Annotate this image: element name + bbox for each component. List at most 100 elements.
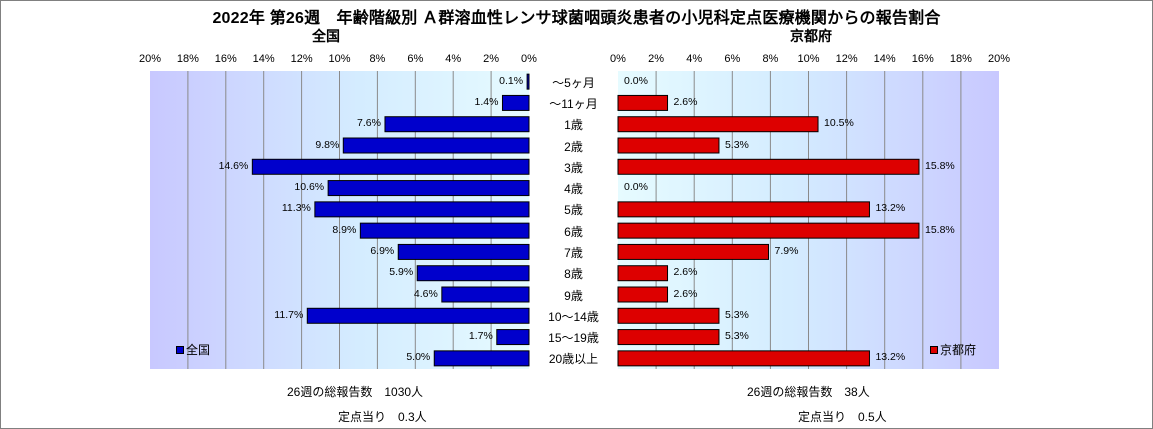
kyoto-tick-label: 18% <box>949 53 972 65</box>
category-label: 2歳 <box>564 139 583 154</box>
national-value-label: 8.9% <box>332 223 357 236</box>
national-value-label: 5.9% <box>389 266 414 279</box>
kyoto-value-label: 5.3% <box>724 330 749 343</box>
national-bar <box>433 350 530 367</box>
national-tick-label: 14% <box>252 53 275 65</box>
category-label: 6歳 <box>564 224 583 239</box>
kyoto-tick-label: 2% <box>648 53 665 65</box>
category-label: 15～19歳 <box>548 331 599 346</box>
national-bar <box>441 286 530 303</box>
kyoto-bar <box>617 329 720 346</box>
kyoto-bar <box>617 201 870 218</box>
kyoto-legend: 京都府 <box>930 341 976 358</box>
kyoto-tick-label: 8% <box>762 53 779 65</box>
kyoto-bar <box>617 94 669 111</box>
kyoto-tick-label: 4% <box>686 53 703 65</box>
kyoto-value-label: 15.8% <box>924 159 955 172</box>
national-legend-label: 全国 <box>186 343 211 357</box>
kyoto-value-label: 2.6% <box>673 95 698 108</box>
national-value-label: 1.4% <box>474 95 499 108</box>
national-total-reports: 26週の総報告数 1030人 <box>287 385 424 399</box>
kyoto-legend-label: 京都府 <box>940 343 977 357</box>
national-tick-label: 18% <box>176 53 199 65</box>
kyoto-bar <box>617 243 769 260</box>
national-bar <box>306 307 530 324</box>
national-value-label: 6.9% <box>370 244 395 257</box>
kyoto-bar <box>617 116 819 133</box>
chart-title: 2022年 第26週 年齢階級別 Ａ群溶血性レンサ球菌咽頭炎患者の小児科定点医療… <box>212 10 941 27</box>
kyoto-tick-label: 10% <box>797 53 820 65</box>
category-label: 3歳 <box>564 160 583 175</box>
kyoto-per-site: 定点当り 0.5人 <box>798 410 887 424</box>
category-label: ～5ヶ月 <box>552 75 595 90</box>
national-value-label: 14.6% <box>218 159 249 172</box>
national-tick-label: 20% <box>138 53 162 65</box>
kyoto-bar <box>617 265 669 282</box>
kyoto-bar <box>617 137 720 154</box>
kyoto-bar <box>617 350 870 367</box>
category-label: 9歳 <box>564 288 583 303</box>
kyoto-value-label: 2.6% <box>673 287 698 300</box>
national-bar <box>327 180 530 197</box>
kyoto-value-label: 7.9% <box>774 244 799 257</box>
national-value-label: 1.7% <box>468 330 493 343</box>
kyoto-value-label: 10.5% <box>824 117 854 130</box>
kyoto-panel-title: 京都府 <box>790 28 832 44</box>
kyoto-tick-label: 6% <box>724 53 741 65</box>
national-bar <box>416 265 530 282</box>
national-tick-label: 4% <box>445 53 462 65</box>
kyoto-legend-swatch <box>930 345 938 354</box>
national-per-site: 定点当り 0.3人 <box>338 410 427 424</box>
national-bar <box>501 94 530 111</box>
national-value-label: 9.8% <box>315 138 340 151</box>
national-bar <box>526 73 530 90</box>
national-tick-label: 2% <box>483 53 500 65</box>
kyoto-value-label: 13.2% <box>875 202 906 215</box>
national-panel-title: 全国 <box>312 28 340 44</box>
national-tick-label: 0% <box>521 53 537 65</box>
category-label: 1歳 <box>564 118 583 133</box>
kyoto-tick-label: 14% <box>873 53 896 65</box>
kyoto-bar <box>617 158 920 175</box>
national-value-label: 10.6% <box>294 181 325 194</box>
national-value-label: 0.1% <box>499 74 524 87</box>
national-tick-label: 12% <box>290 53 313 65</box>
national-legend: 全国 <box>176 341 210 358</box>
kyoto-bar <box>617 286 669 303</box>
category-label: 20歳以上 <box>548 352 599 367</box>
category-label: ～11ヶ月 <box>549 96 598 111</box>
kyoto-bar <box>617 307 720 324</box>
category-label: 5歳 <box>564 203 583 218</box>
national-value-label: 5.0% <box>406 351 431 364</box>
national-value-label: 11.3% <box>281 202 311 215</box>
kyoto-tick-label: 20% <box>987 53 1011 65</box>
kyoto-value-label: 5.3% <box>724 308 749 321</box>
kyoto-value-label: 5.3% <box>724 138 749 151</box>
kyoto-value-label: 0.0% <box>624 74 648 87</box>
national-tick-label: 10% <box>328 53 351 65</box>
category-label: 7歳 <box>564 245 583 260</box>
kyoto-bar <box>617 222 920 239</box>
national-value-label: 11.7% <box>274 308 304 321</box>
kyoto-total-reports: 26週の総報告数 38人 <box>747 385 870 399</box>
national-tick-label: 6% <box>407 53 424 65</box>
kyoto-tick-label: 16% <box>911 53 934 65</box>
national-tick-label: 8% <box>369 53 386 65</box>
category-label: 8歳 <box>564 267 583 282</box>
kyoto-value-label: 0.0% <box>624 181 648 194</box>
national-bar <box>342 137 530 154</box>
national-bar <box>496 329 530 346</box>
category-label: 10～14歳 <box>548 309 599 324</box>
kyoto-tick-label: 12% <box>835 53 858 65</box>
national-bar <box>359 222 530 239</box>
national-bar <box>397 243 530 260</box>
kyoto-tick-label: 0% <box>610 53 626 65</box>
kyoto-value-label: 2.6% <box>673 266 698 279</box>
national-tick-label: 16% <box>214 53 237 65</box>
national-legend-swatch <box>176 345 184 354</box>
kyoto-value-label: 13.2% <box>875 351 906 364</box>
national-bar <box>251 158 530 175</box>
national-value-label: 7.6% <box>357 117 381 130</box>
kyoto-value-label: 15.8% <box>924 223 955 236</box>
